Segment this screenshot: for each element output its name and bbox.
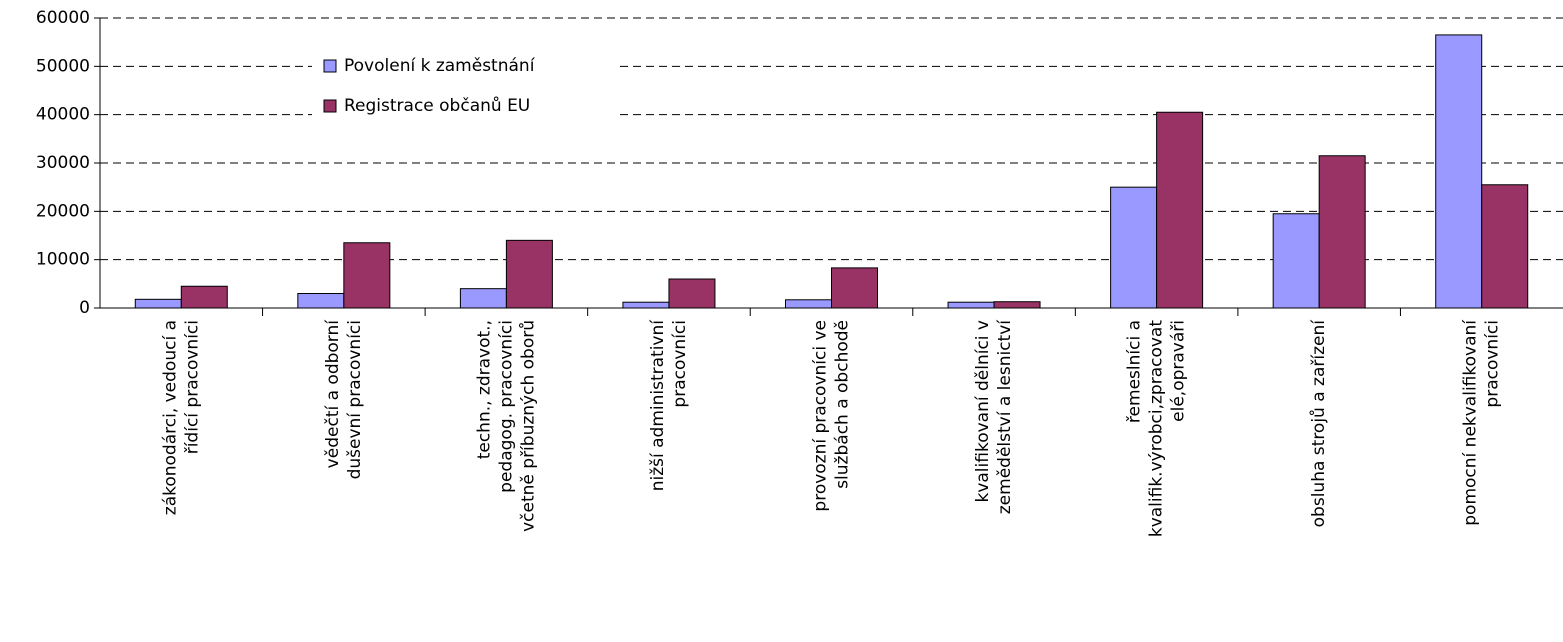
x-tick-label-line: pomocní nekvalifikovaní bbox=[1461, 319, 1481, 526]
y-tick-label: 60000 bbox=[36, 8, 90, 28]
x-tick-label-line: zemědělství a lesnictví bbox=[995, 319, 1015, 515]
bar bbox=[1156, 111, 1204, 309]
bar bbox=[993, 301, 1041, 309]
bar bbox=[1481, 184, 1529, 309]
x-tick-label-line: zákonodárci, vedoucí a bbox=[160, 320, 180, 515]
bar bbox=[1110, 186, 1158, 309]
bar bbox=[459, 288, 507, 309]
bar bbox=[1318, 155, 1366, 309]
x-tick-label-line: kvalifikovaní dělníci v bbox=[973, 320, 993, 503]
x-tick-label-line: včetně příbuzných oborů bbox=[518, 320, 538, 532]
y-tick-label: 20000 bbox=[36, 201, 90, 221]
x-tick-label-line: nižší administrativní bbox=[648, 319, 668, 492]
legend-label: Povolení k zaměstnání bbox=[344, 56, 536, 76]
bar bbox=[1272, 213, 1320, 309]
bar bbox=[831, 267, 878, 309]
x-tick-label-line: řídící pracovníci bbox=[182, 320, 202, 454]
x-tick-label-line: řemeslníci a bbox=[1125, 320, 1145, 423]
bar bbox=[297, 293, 345, 309]
legend-swatch bbox=[323, 99, 337, 113]
x-tick-label: provozní pracovníci ve službách a obchodě bbox=[811, 320, 853, 512]
x-tick-label: zákonodárci, vedoucí a řídící pracovníci bbox=[160, 320, 202, 515]
x-tick-label-line: pracovníci bbox=[670, 320, 690, 408]
x-tick-label-line: provozní pracovníci ve bbox=[811, 320, 831, 512]
bar bbox=[668, 278, 716, 309]
bar bbox=[947, 301, 995, 309]
x-tick-label: pomocní nekvalifikovaní pracovníci bbox=[1461, 319, 1503, 526]
x-tick-label: řemeslníci a kvalifik.výrobci,zpracovat el… bbox=[1125, 320, 1189, 537]
legend-swatch bbox=[323, 59, 337, 73]
bar bbox=[785, 299, 832, 309]
x-tick-label-line: duševní pracovníci bbox=[345, 320, 365, 479]
bar bbox=[505, 239, 553, 309]
x-tick-label-line: vědečtí a odborní bbox=[323, 319, 343, 469]
x-tick-label-line: techn., zdravot., bbox=[474, 320, 494, 459]
x-tick-label-line: službách a obchodě bbox=[833, 320, 853, 489]
x-tick-label-line: kvalifik.výrobci,zpracovat bbox=[1147, 320, 1167, 537]
bar bbox=[134, 298, 182, 309]
x-tick-label: nižší administrativní pracovníci bbox=[648, 319, 690, 492]
bar bbox=[1435, 34, 1483, 309]
legend-label: Registrace občanů EU bbox=[344, 96, 530, 116]
x-tick-label-line: pracovníci bbox=[1483, 320, 1503, 408]
x-tick-label-line: elé,opraváři bbox=[1169, 320, 1189, 422]
y-tick-label: 30000 bbox=[36, 153, 90, 173]
bar bbox=[180, 285, 228, 309]
x-tick-label: obsluha strojů a zařízení bbox=[1309, 319, 1329, 528]
y-tick-label: 10000 bbox=[36, 250, 90, 270]
legend-box bbox=[312, 48, 620, 126]
x-tick-label-line: pedagog. pracovníci bbox=[496, 320, 516, 493]
x-tick-label-line: obsluha strojů a zařízení bbox=[1309, 319, 1329, 528]
x-tick-label: techn., zdravot., pedagog. pracovníci včet… bbox=[474, 320, 538, 532]
y-tick-label: 50000 bbox=[36, 56, 90, 76]
y-tick-label: 0 bbox=[79, 298, 90, 318]
y-tick-label: 40000 bbox=[36, 105, 90, 125]
x-tick-label: kvalifikovaní dělníci v zemědělství a les… bbox=[973, 319, 1015, 515]
bar bbox=[343, 242, 391, 309]
x-tick-label: vědečtí a odborní duševní pracovníci bbox=[323, 319, 365, 480]
bar bbox=[622, 301, 670, 309]
